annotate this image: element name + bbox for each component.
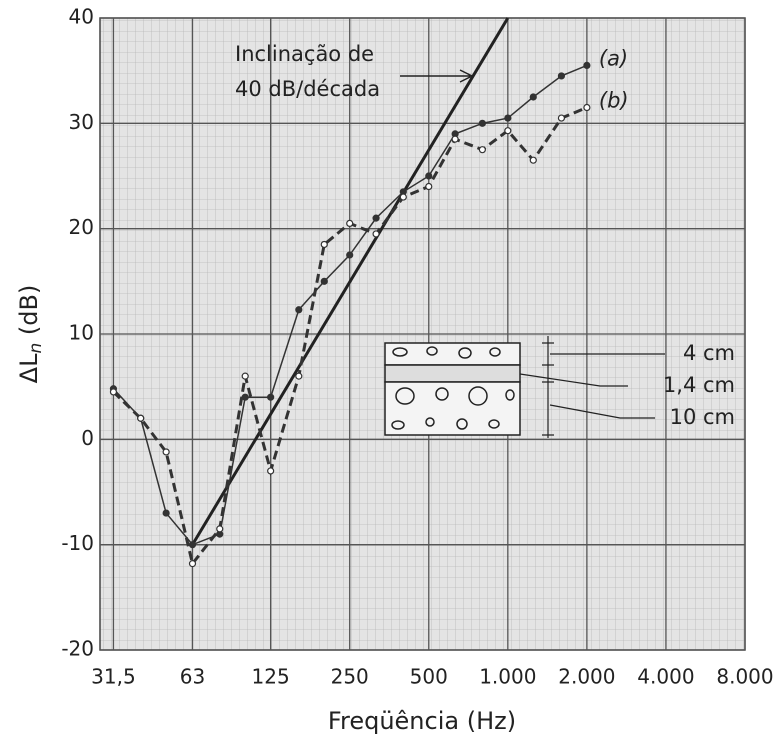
y-tick-label: -10	[61, 531, 94, 555]
data-point	[557, 114, 566, 122]
y-axis-label-part: (dB)	[15, 285, 43, 343]
y-tick-label: 10	[69, 321, 94, 345]
x-tick-label: 500	[410, 665, 448, 689]
x-axis-label: Freqüência (Hz)	[328, 707, 516, 735]
data-point	[529, 93, 537, 101]
data-point	[557, 72, 566, 80]
data-point	[504, 114, 512, 122]
data-point	[162, 448, 170, 456]
annotation: 10 cm	[670, 405, 735, 429]
legend-label: (b)	[599, 89, 629, 113]
data-point	[451, 135, 459, 143]
data-point	[504, 127, 512, 135]
data-point	[399, 193, 407, 201]
annotation: 1,4 cm	[663, 373, 735, 397]
data-point	[267, 467, 275, 475]
data-point	[320, 277, 328, 285]
data-point	[320, 240, 328, 249]
data-point	[188, 541, 197, 549]
data-point	[346, 251, 354, 259]
y-axis-label-part: ΔL	[15, 353, 43, 383]
data-point	[478, 146, 486, 154]
x-tick-label: 8.000	[716, 665, 773, 689]
data-point	[241, 372, 249, 380]
data-point	[216, 525, 224, 533]
x-tick-label: 63	[180, 665, 205, 689]
data-point	[583, 103, 591, 112]
annotation: 40 dB/década	[235, 77, 380, 101]
data-point	[346, 219, 354, 227]
y-tick-label: 30	[69, 110, 94, 134]
data-point	[162, 509, 170, 517]
x-tick-label: 250	[331, 665, 369, 689]
data-point	[583, 61, 591, 70]
x-tick-label: 4.000	[637, 665, 694, 689]
x-tick-label: 125	[252, 665, 290, 689]
data-point	[295, 372, 303, 380]
y-axis-label-part: n	[26, 343, 46, 354]
y-tick-label: 40	[69, 5, 94, 29]
data-point	[109, 388, 118, 396]
x-tick-label: 1.000	[479, 665, 536, 689]
annotation: Inclinação de	[235, 42, 374, 66]
y-axis-label: ΔLn (dB)	[15, 285, 46, 384]
data-point	[295, 306, 303, 314]
legend-label: (a)	[599, 46, 628, 70]
y-tick-label: 0	[81, 426, 94, 450]
y-tick-label: -20	[61, 637, 94, 661]
data-point	[529, 156, 537, 164]
data-point	[137, 414, 145, 422]
data-point	[478, 119, 486, 127]
y-tick-label: 20	[69, 215, 94, 239]
data-point	[267, 393, 275, 401]
data-point	[425, 182, 433, 191]
annotation-arrow	[400, 69, 474, 83]
x-tick-label: 31,5	[91, 665, 136, 689]
x-tick-label: 2.000	[558, 665, 615, 689]
annotation: 4 cm	[683, 341, 735, 365]
reference-line	[191, 17, 510, 546]
layer-diagram	[384, 336, 665, 438]
data-point	[372, 230, 380, 238]
data-point	[188, 560, 197, 568]
data-point	[372, 214, 380, 222]
data-point	[425, 172, 433, 180]
